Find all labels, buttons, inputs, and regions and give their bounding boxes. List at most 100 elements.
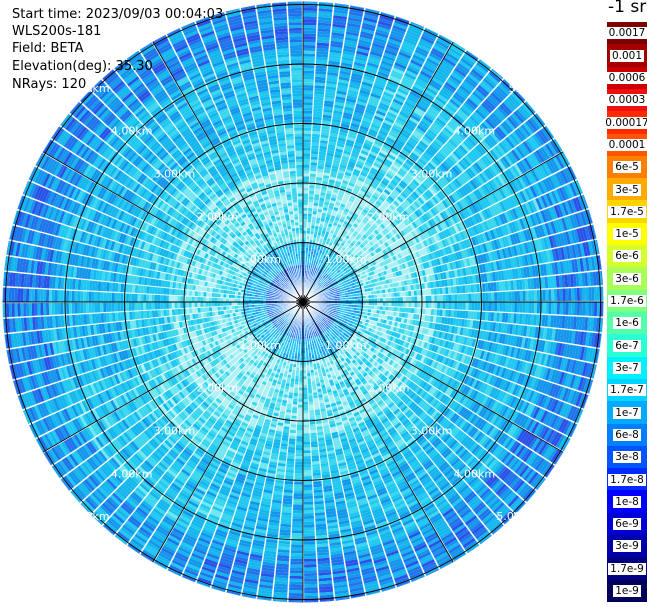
range-gate-cell — [550, 414, 559, 429]
range-gate-cell — [492, 322, 497, 332]
range-gate-cell — [509, 396, 517, 408]
range-gate-cell — [303, 396, 309, 400]
range-gate-cell — [362, 318, 367, 323]
range-gate-cell — [457, 302, 461, 310]
range-gate-cell — [545, 429, 555, 443]
range-gate-cell — [288, 590, 303, 594]
range-gate-cell — [571, 302, 575, 316]
range-gate-cell — [479, 340, 485, 350]
range-gate-cell — [303, 541, 316, 545]
range-gate-cell — [521, 374, 529, 387]
range-gate-cell — [467, 310, 472, 319]
range-gate-cell — [384, 344, 390, 351]
range-gate-cell — [430, 387, 438, 396]
range-gate-cell — [559, 402, 567, 416]
range-gate-cell — [459, 363, 466, 373]
range-gate-cell — [473, 329, 478, 339]
range-gate-cell — [394, 337, 399, 344]
range-gate-cell — [430, 360, 437, 368]
range-gate-cell — [403, 329, 408, 336]
range-gate-cell — [548, 354, 555, 368]
range-gate-cell — [484, 311, 489, 321]
range-gate-cell — [423, 373, 430, 381]
range-gate-cell — [563, 438, 571, 452]
range-gate-cell — [388, 302, 392, 307]
range-gate-cell — [303, 438, 311, 442]
range-gate-cell — [293, 495, 303, 500]
range-gate-cell — [362, 308, 366, 312]
range-gate-cell — [429, 368, 436, 376]
range-gate-cell — [438, 363, 444, 372]
range-gate-cell — [471, 302, 475, 311]
range-gate-cell — [384, 339, 390, 345]
range-gate-cell — [523, 349, 530, 361]
range-gate-cell — [423, 321, 428, 328]
range-gate-cell — [415, 313, 420, 320]
range-gate-cell — [546, 382, 553, 396]
range-gate-cell — [304, 592, 319, 597]
range-gate-cell — [447, 349, 453, 358]
range-gate-cell — [532, 455, 543, 469]
range-gate-cell — [471, 338, 477, 348]
range-gate-cell — [328, 319, 332, 323]
range-gate-cell — [467, 412, 476, 423]
range-gate-cell — [473, 358, 480, 368]
range-gate-cell — [323, 317, 327, 320]
range-gate-cell — [309, 412, 315, 417]
range-gate-cell — [541, 314, 546, 327]
range-gate-cell — [496, 354, 502, 365]
range-gate-cell — [583, 394, 589, 409]
range-gate-cell — [318, 313, 322, 317]
range-gate-cell — [338, 318, 343, 322]
range-gate-cell — [455, 352, 461, 361]
range-gate-cell — [499, 378, 506, 390]
range-gate-cell — [353, 307, 357, 311]
range-gate-cell — [495, 416, 504, 428]
range-gate-cell — [513, 313, 517, 324]
range-gate-cell — [294, 384, 299, 388]
range-gate-cell — [455, 404, 464, 414]
range-gate-cell — [560, 436, 571, 451]
range-gate-cell — [293, 490, 303, 494]
range-gate-cell — [504, 312, 509, 323]
range-gate-cell — [292, 404, 298, 408]
range-gate-cell — [562, 357, 569, 372]
range-gate-cell — [469, 413, 478, 424]
range-gate-cell — [292, 398, 298, 402]
range-gate-cell — [290, 547, 303, 551]
range-gate-cell — [503, 368, 510, 379]
range-gate-cell — [367, 323, 371, 328]
range-gate-cell — [403, 318, 408, 324]
range-gate-cell — [491, 400, 499, 412]
range-gate-cell — [588, 347, 594, 363]
range-gate-cell — [451, 360, 458, 369]
range-gate-cell — [529, 350, 535, 363]
range-gate-cell — [303, 510, 315, 514]
range-gate-cell — [518, 446, 529, 459]
range-gate-cell — [504, 345, 510, 356]
range-gate-cell — [295, 461, 303, 465]
range-gate-cell — [430, 336, 436, 344]
range-gate-cell — [303, 427, 310, 431]
range-gate-cell — [556, 401, 565, 415]
range-gate-cell — [502, 435, 512, 448]
range-gate-cell — [303, 487, 313, 491]
range-gate-cell — [371, 333, 377, 339]
range-gate-cell — [379, 306, 383, 311]
range-gate-cell — [303, 379, 308, 382]
range-gate-cell — [378, 314, 382, 319]
range-gate-cell — [554, 328, 559, 342]
range-gate-cell — [439, 383, 447, 392]
range-gate-cell — [423, 341, 428, 349]
range-gate-cell — [481, 421, 490, 433]
range-gate-cell — [291, 541, 303, 545]
range-gate-cell — [399, 359, 405, 366]
range-gate-cell — [331, 323, 336, 328]
range-gate-cell — [400, 317, 405, 323]
range-gate-cell — [582, 302, 586, 316]
range-gate-cell — [504, 421, 514, 434]
range-gate-cell — [449, 378, 456, 388]
range-gate-cell — [511, 426, 521, 439]
range-gate-cell — [462, 327, 467, 336]
range-gate-cell — [519, 302, 523, 313]
